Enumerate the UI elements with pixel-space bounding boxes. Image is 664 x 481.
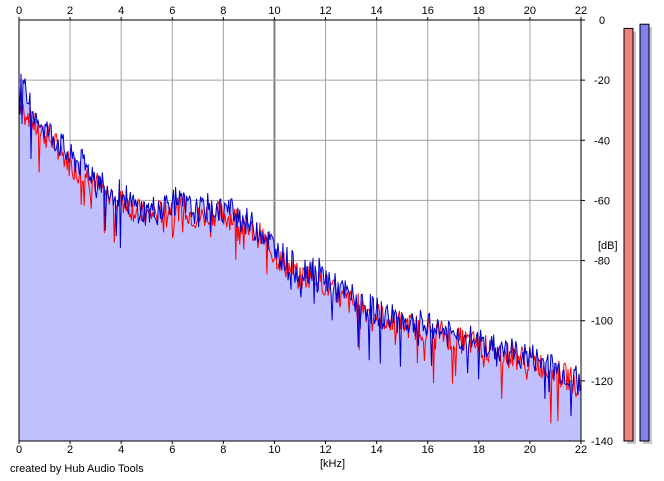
x-tick-label-bottom: 18 <box>473 444 485 456</box>
x-tick-label-top: 8 <box>220 5 226 17</box>
x-tick-label-top: 4 <box>118 5 124 17</box>
x-tick-label-bottom: 16 <box>422 444 434 456</box>
y-tick-label: -120 <box>591 376 613 388</box>
x-tick-label-top: 2 <box>67 5 73 17</box>
y-tick-label: 0 <box>599 15 605 27</box>
x-tick-label-bottom: 10 <box>268 444 280 456</box>
x-tick-label-top: 16 <box>422 5 434 17</box>
x-tick-label-top: 0 <box>16 5 22 17</box>
x-tick-label-bottom: 8 <box>220 444 226 456</box>
x-tick-label-top: 14 <box>371 5 383 17</box>
level-meter-left <box>623 27 634 442</box>
x-tick-label-top: 10 <box>268 5 280 17</box>
x-tick-label-bottom: 12 <box>319 444 331 456</box>
level-meter-right <box>639 23 650 442</box>
x-tick-label-bottom: 0 <box>16 444 22 456</box>
x-tick-label-bottom: 6 <box>169 444 175 456</box>
y-tick-label: -40 <box>594 135 610 147</box>
series-blue-line <box>18 73 582 417</box>
x-tick-label-bottom: 22 <box>575 444 587 456</box>
x-tick-label-top: 20 <box>524 5 536 17</box>
x-tick-label-top: 22 <box>575 5 587 17</box>
credit-text: created by Hub Audio Tools <box>10 463 144 475</box>
x-tick-label-bottom: 2 <box>67 444 73 456</box>
x-tick-label-top: 18 <box>473 5 485 17</box>
level-meters <box>623 23 652 445</box>
y-axis-label: [dB] <box>598 240 618 252</box>
plot-frame <box>18 19 582 442</box>
x-tick-label-top: 6 <box>169 5 175 17</box>
x-axis-label: [kHz] <box>320 458 345 470</box>
spectrum-fill-area <box>19 73 581 441</box>
x-tick-label-bottom: 4 <box>118 444 124 456</box>
x-tick-label-bottom: 20 <box>524 444 536 456</box>
axes: 002244668810101212141416161818202022220-… <box>16 5 613 456</box>
y-tick-label: -140 <box>591 436 613 448</box>
y-tick-label: -80 <box>594 256 610 268</box>
x-tick-label-bottom: 14 <box>371 444 383 456</box>
x-tick-label-top: 12 <box>319 5 331 17</box>
y-tick-label: -100 <box>591 316 613 328</box>
y-tick-label: -60 <box>594 195 610 207</box>
y-tick-label: -20 <box>594 75 610 87</box>
